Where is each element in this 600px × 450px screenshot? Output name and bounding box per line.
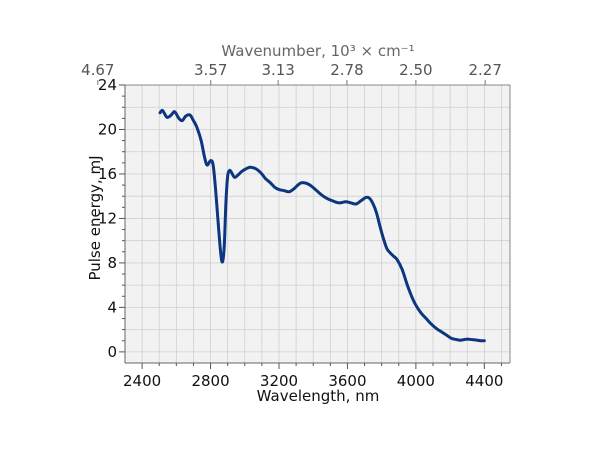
top-tick-label: 3.57 [194,61,227,79]
x-tick-label: 2800 [191,372,229,390]
top-axis-label: Wavenumber, 10³ × cm⁻¹ [221,42,414,60]
series-layer [158,109,486,343]
y-tick-label: 16 [98,165,117,183]
x-axis-label: Wavelength, nm [257,387,380,405]
top-tick-label: 2.78 [330,61,363,79]
top-tick-label: 2.27 [468,61,501,79]
y-tick-label: 12 [98,209,117,227]
axes [97,80,511,369]
y-tick-label: 8 [107,254,117,272]
y-tick-label: 4 [107,298,117,316]
top-tick-label: 2.50 [399,61,432,79]
grid-lines [125,84,510,363]
x-tick-label: 2400 [123,372,161,390]
x-tick-label: 4400 [465,372,503,390]
top-tick-label: 3.13 [261,61,294,79]
x-tick-label: 3200 [260,372,298,390]
plot-background [125,85,510,363]
x-tick-label: 3600 [328,372,366,390]
series-line [158,109,486,343]
y-tick-label: 0 [107,343,117,361]
y-tick-label: 20 [98,120,117,138]
y-tick-label: 24 [98,76,117,94]
y-axis-label: Pulse energy, mJ [86,155,104,280]
top-tick-label: 4.67 [81,61,114,79]
tick-labels: 2400 2800 3200 3600 4000 4400 0 4 8 12 16 20 244.67 3… [81,61,503,390]
x-tick-label: 4000 [397,372,435,390]
